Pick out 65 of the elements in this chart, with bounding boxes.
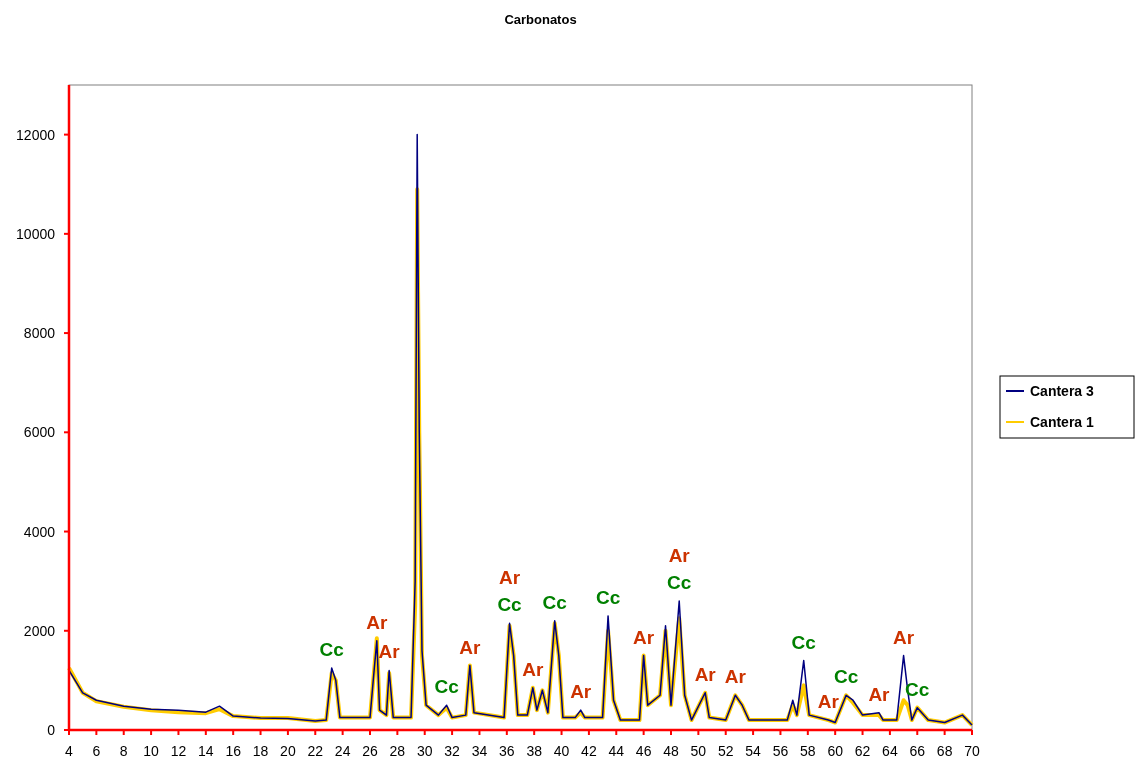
x-tick-label: 44 bbox=[608, 743, 625, 759]
x-tick-label: 6 bbox=[92, 743, 101, 759]
annotation: Ar bbox=[459, 636, 482, 658]
annotation: Ar bbox=[868, 683, 891, 705]
annotation: Cc bbox=[497, 594, 523, 616]
x-tick-label: 62 bbox=[854, 743, 871, 759]
x-tick-label: 68 bbox=[936, 743, 953, 759]
chart-title: Carbonatos bbox=[504, 12, 577, 27]
annotation: Ar bbox=[724, 666, 747, 688]
x-tick-label: 38 bbox=[526, 743, 543, 759]
annotation: Ar bbox=[817, 691, 840, 713]
x-tick-label: 22 bbox=[307, 743, 324, 759]
x-tick-label: 12 bbox=[170, 743, 187, 759]
y-tick-label: 6000 bbox=[23, 424, 56, 441]
annotation: Ar bbox=[378, 641, 401, 663]
x-tick-label: 54 bbox=[745, 743, 762, 759]
x-tick-label: 4 bbox=[65, 743, 74, 759]
annotation: Ar bbox=[893, 626, 915, 648]
x-tick-label: 48 bbox=[663, 743, 679, 759]
annotation: Cc bbox=[833, 666, 859, 688]
x-tick-label: 32 bbox=[444, 743, 461, 759]
x-tick-label: 40 bbox=[553, 743, 570, 759]
x-tick-label: 66 bbox=[909, 743, 926, 759]
y-tick-label: 12000 bbox=[16, 126, 56, 143]
annotation: Ar bbox=[633, 626, 655, 648]
annotation: Cc bbox=[595, 586, 621, 608]
legend-label: Cantera 3 bbox=[1030, 383, 1095, 399]
legend-label: Cantera 1 bbox=[1030, 414, 1095, 430]
annotation: Ar bbox=[694, 663, 717, 685]
x-tick-label: 60 bbox=[827, 743, 844, 759]
annotation: Cc bbox=[791, 631, 817, 653]
x-tick-label: 16 bbox=[225, 743, 242, 759]
y-tick-label: 10000 bbox=[16, 225, 56, 242]
y-tick-label: 8000 bbox=[23, 325, 56, 342]
annotation: Ar bbox=[668, 545, 691, 566]
x-tick-label: 50 bbox=[690, 743, 707, 759]
x-tick-label: 8 bbox=[119, 743, 128, 759]
annotation: Ar bbox=[498, 567, 521, 589]
x-tick-label: 52 bbox=[717, 743, 734, 759]
x-tick-label: 14 bbox=[198, 743, 214, 759]
x-tick-label: 42 bbox=[581, 743, 597, 759]
x-tick-label: 56 bbox=[772, 743, 789, 759]
x-tick-label: 34 bbox=[471, 743, 488, 759]
x-tick-label: 26 bbox=[362, 743, 378, 759]
y-tick-label: 0 bbox=[47, 722, 56, 738]
annotation: Ar bbox=[366, 611, 388, 633]
x-tick-label: 24 bbox=[334, 743, 351, 759]
annotation: Ar bbox=[522, 658, 544, 680]
annotation: Cc bbox=[667, 572, 692, 593]
annotation: Cc bbox=[434, 676, 460, 698]
x-tick-label: 18 bbox=[252, 743, 269, 759]
y-tick-label: 2000 bbox=[23, 622, 56, 639]
x-tick-label: 58 bbox=[800, 743, 816, 759]
annotation: Cc bbox=[319, 638, 345, 660]
annotation: Cc bbox=[542, 591, 568, 613]
x-tick-label: 36 bbox=[499, 743, 515, 759]
x-tick-label: 70 bbox=[964, 743, 980, 759]
x-tick-label: 20 bbox=[280, 743, 296, 759]
x-tick-label: 46 bbox=[635, 743, 652, 759]
x-tick-label: 28 bbox=[389, 743, 406, 759]
x-tick-label: 64 bbox=[882, 743, 898, 759]
annotation: Ar bbox=[570, 681, 592, 703]
x-tick-label: 30 bbox=[416, 743, 433, 759]
y-tick-label: 4000 bbox=[23, 523, 56, 540]
x-tick-label: 10 bbox=[143, 743, 160, 759]
